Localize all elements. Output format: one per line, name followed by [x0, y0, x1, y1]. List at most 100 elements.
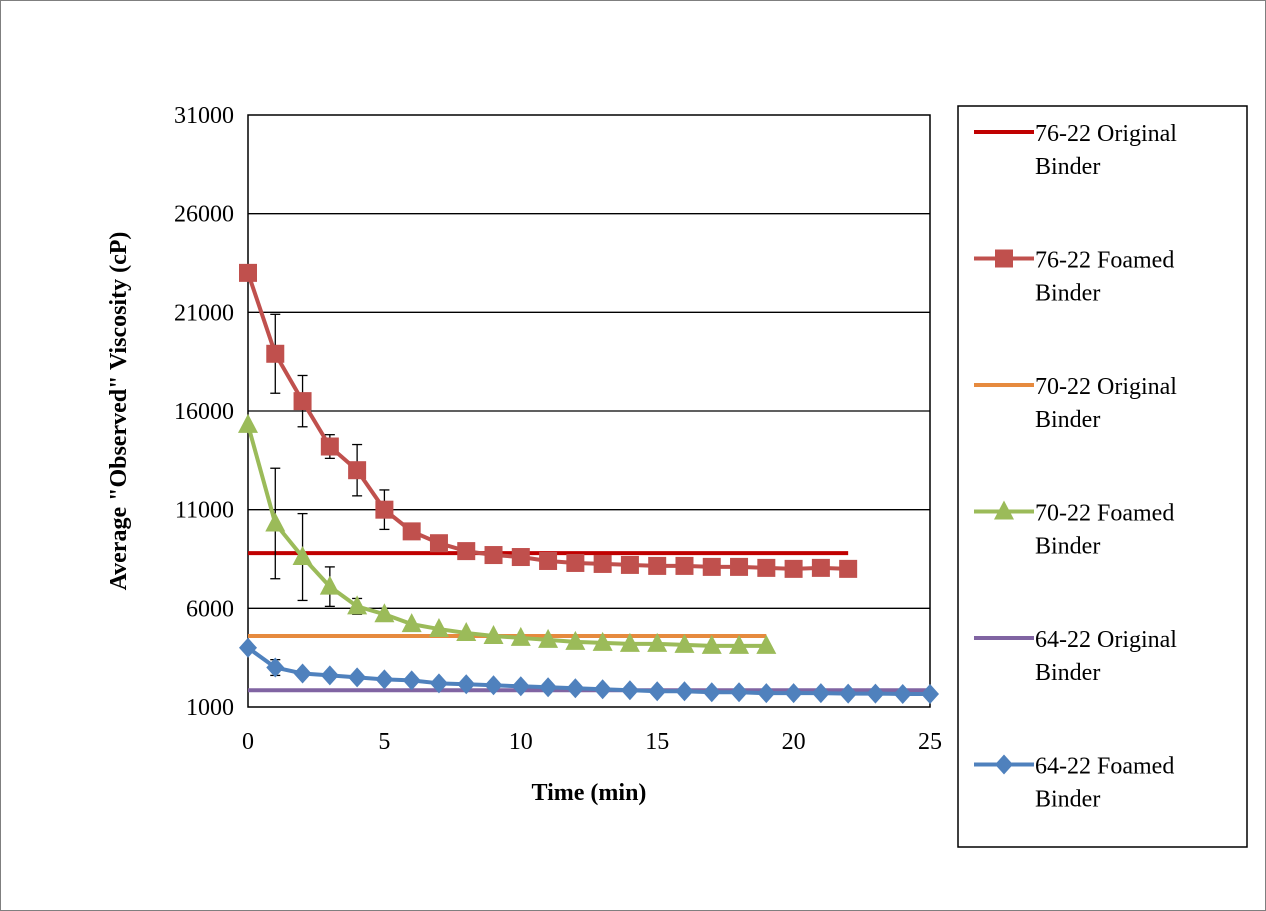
data-point-diamond [921, 683, 939, 704]
data-point-diamond [320, 665, 339, 686]
data-point-diamond [675, 681, 694, 702]
x-axis-title: Time (min) [532, 780, 647, 806]
data-point-triangle [994, 500, 1014, 520]
data-point-triangle [456, 622, 477, 641]
x-tick-label: 0 [242, 729, 254, 755]
data-point-triangle [701, 634, 722, 654]
plot-area [247, 114, 931, 708]
legend-label: 64-22 Foamed [1035, 754, 1174, 780]
data-point-triangle [238, 413, 258, 433]
legend-label: Binder [1035, 660, 1100, 686]
data-point-square [730, 557, 749, 576]
data-point-diamond [429, 673, 448, 694]
x-tick-label: 5 [378, 729, 390, 755]
legend-entry: 76-22 Foamed Binder [974, 248, 1174, 307]
data-point-square [757, 558, 776, 577]
data-point-triangle [729, 634, 750, 654]
legend-label: 76-22 Original [1035, 121, 1177, 147]
data-point-square [675, 556, 694, 575]
data-point-square [566, 553, 585, 572]
data-point-diamond [648, 681, 667, 702]
data-point-diamond [511, 676, 530, 697]
legend-entry: 70-22 Original Binder [974, 374, 1177, 433]
data-point-diamond [375, 669, 394, 690]
series-76-22-foamed-binder [239, 263, 858, 578]
data-point-diamond [457, 674, 476, 695]
legend-label: Binder [1035, 281, 1100, 307]
data-point-square [429, 534, 448, 553]
legend-label: 70-22 Foamed [1035, 501, 1174, 527]
legend-label: Binder [1035, 154, 1100, 180]
data-point-triangle [565, 630, 586, 650]
data-point-diamond [484, 675, 503, 696]
data-point-triangle [401, 613, 422, 633]
data-point-triangle [510, 626, 531, 646]
legend-label: 70-22 Original [1035, 374, 1177, 400]
data-point-square [375, 500, 394, 519]
data-point-square [457, 542, 476, 561]
legend-label: 64-22 Original [1035, 627, 1177, 653]
data-point-square [620, 555, 639, 574]
data-point-square [266, 344, 285, 363]
legend-label: 76-22 Foamed [1035, 248, 1174, 274]
y-tick-label: 6000 [186, 596, 234, 622]
data-point-diamond [348, 667, 367, 688]
data-point-triangle [756, 634, 777, 654]
legend-entry: 64-22 Original Binder [974, 627, 1177, 686]
data-point-diamond [293, 663, 312, 684]
data-point-diamond [539, 677, 558, 698]
data-point-diamond [266, 657, 285, 678]
data-point-triangle [347, 595, 368, 615]
data-point-diamond [866, 683, 885, 704]
data-point-square [239, 263, 257, 282]
data-point-diamond [811, 683, 830, 704]
legend-entry: 70-22 Foamed Binder [974, 500, 1174, 560]
data-point-square [995, 249, 1013, 268]
y-tick-label: 1000 [186, 695, 234, 721]
legend [957, 105, 1248, 848]
x-tick-label: 25 [918, 729, 942, 755]
data-point-diamond [839, 683, 858, 704]
data-point-triangle [674, 633, 695, 653]
data-point-triangle [538, 628, 559, 648]
data-point-square [402, 522, 421, 541]
data-point-diamond [402, 670, 421, 691]
y-tick-label: 26000 [174, 202, 234, 228]
data-point-triangle [483, 624, 504, 644]
data-point-diamond [593, 679, 612, 700]
y-tick-label: 21000 [174, 300, 234, 326]
data-point-diamond [784, 683, 803, 704]
y-tick-label: 11000 [175, 498, 234, 524]
data-point-diamond [239, 637, 257, 658]
data-point-diamond [620, 680, 639, 701]
gridlines [248, 213, 930, 609]
series-group [238, 263, 939, 704]
data-point-square [648, 556, 667, 575]
data-point-diamond [893, 683, 912, 704]
series-64-22-foamed-binder [239, 637, 939, 704]
data-point-square [293, 392, 312, 411]
data-point-diamond [995, 754, 1013, 775]
data-point-square [484, 546, 503, 565]
legend-label: Binder [1035, 407, 1100, 433]
x-tick-label: 15 [645, 729, 669, 755]
data-point-square [511, 548, 530, 567]
data-point-triangle [374, 603, 395, 623]
y-axis-title: Average "Observed" Viscosity (cP) [106, 232, 132, 591]
data-point-triangle [592, 631, 613, 651]
data-point-square [539, 551, 558, 570]
x-tick-label: 10 [509, 729, 533, 755]
data-point-square [348, 461, 367, 480]
data-point-diamond [566, 678, 585, 699]
data-point-square [839, 559, 858, 578]
data-point-diamond [730, 682, 749, 703]
data-point-square [320, 437, 339, 456]
data-point-triangle [619, 632, 640, 652]
data-point-triangle [292, 546, 313, 566]
data-point-diamond [702, 682, 721, 703]
data-point-diamond [757, 683, 776, 704]
series-line [246, 646, 930, 696]
data-point-square [784, 559, 803, 578]
